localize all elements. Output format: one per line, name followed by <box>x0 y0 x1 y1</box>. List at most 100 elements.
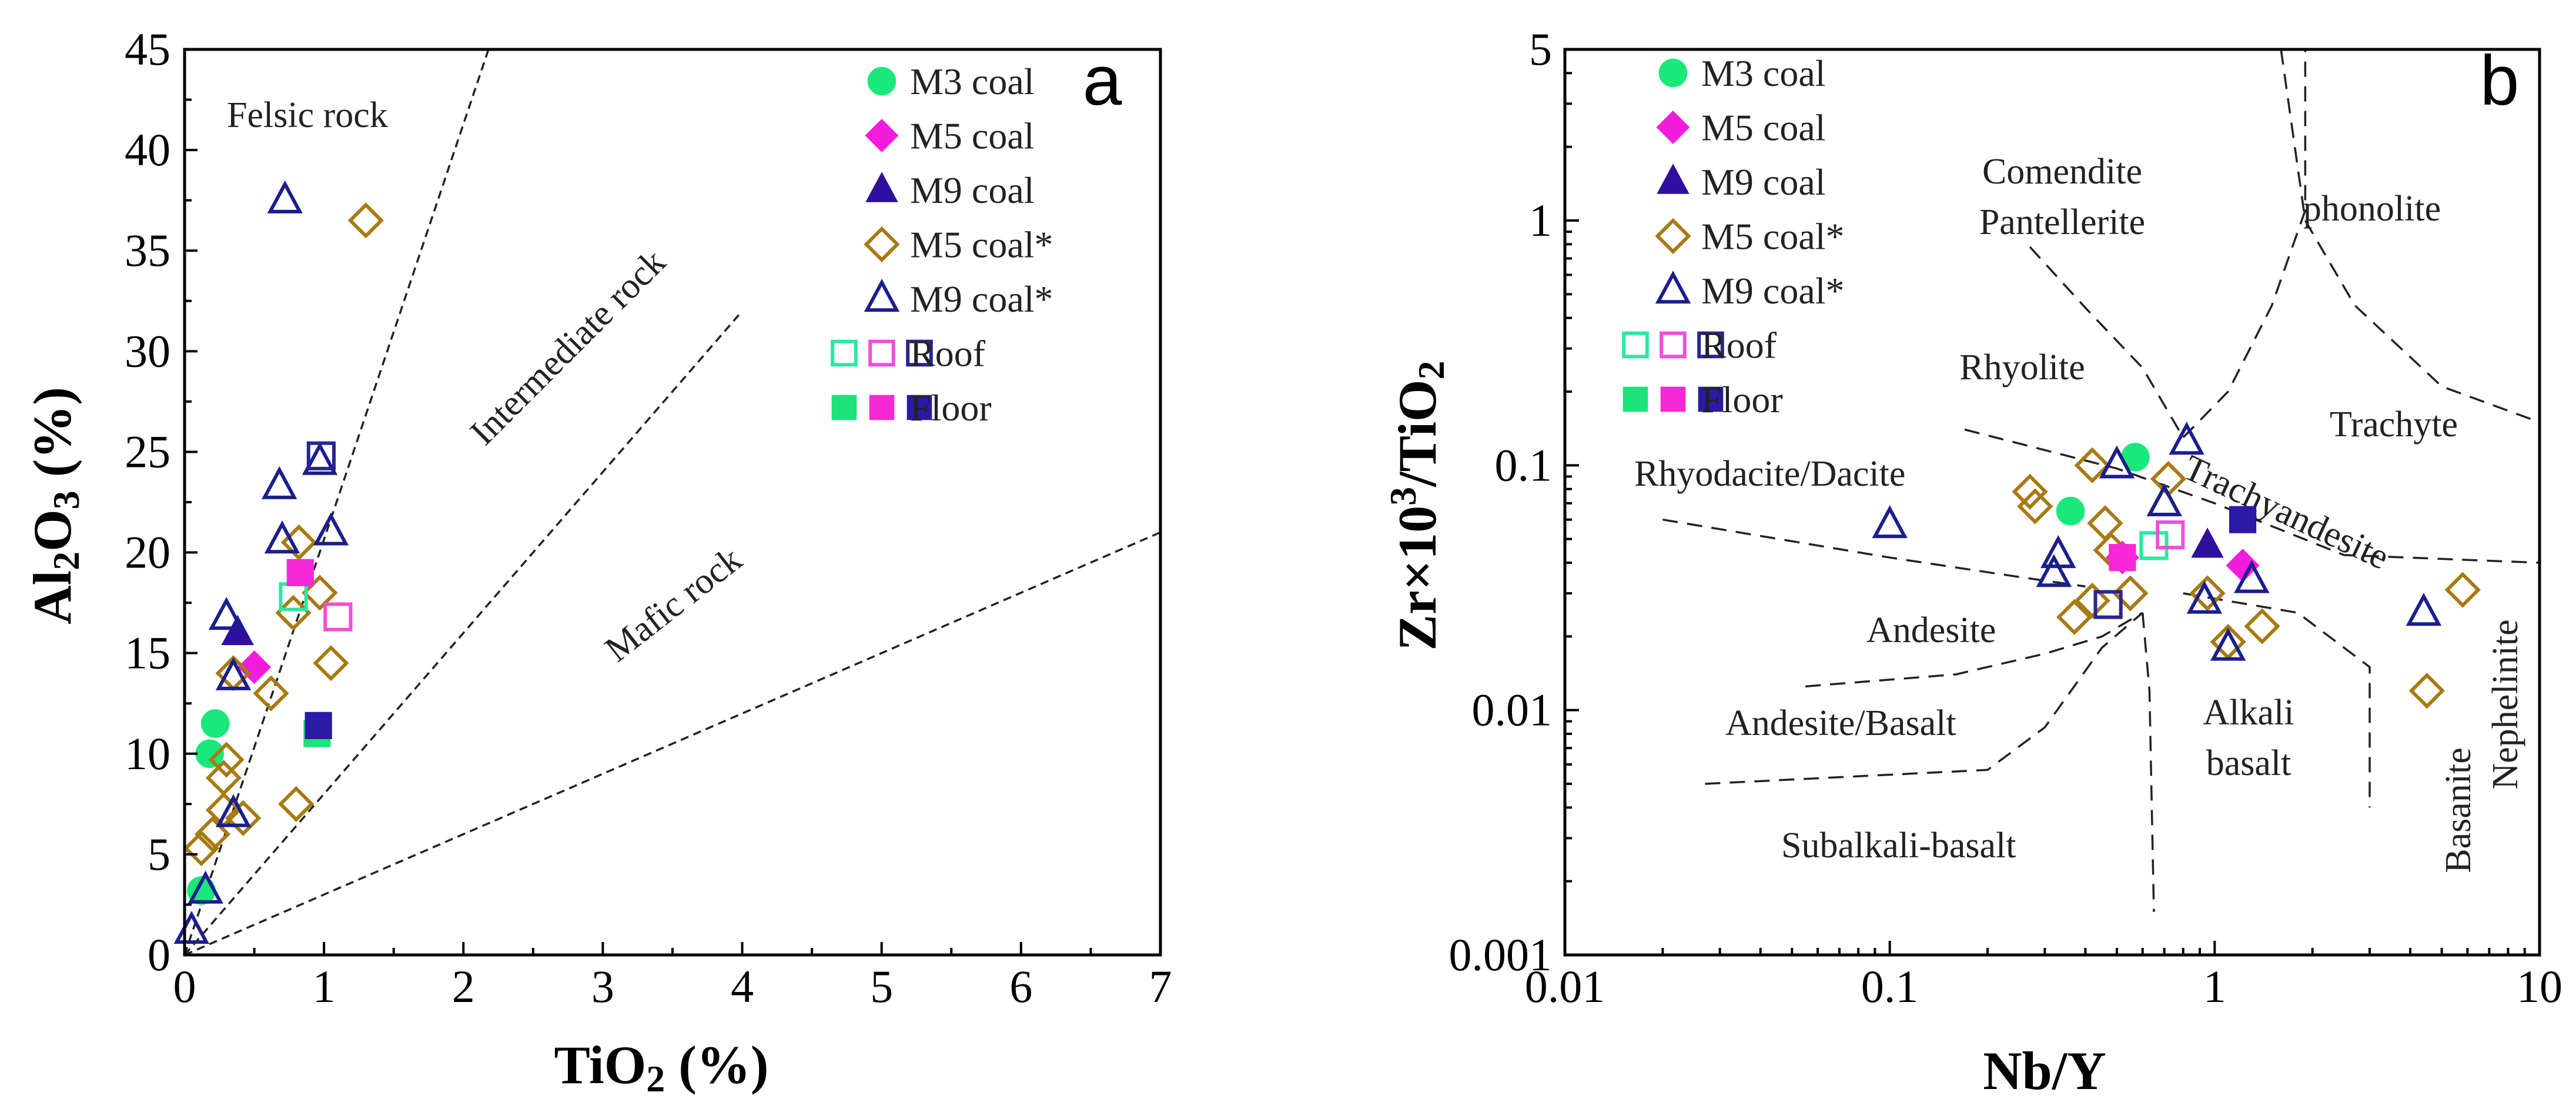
panel-a-x-tick-label: 3 <box>591 961 614 1012</box>
panel-a-y-tick-label: 40 <box>125 124 170 175</box>
panel-a-legend-marker-m3 <box>867 66 896 96</box>
panel-a-x-tick-label: 6 <box>1009 961 1032 1012</box>
panel-a-boundary-intermediate-mafic <box>185 310 743 955</box>
panel-a-legend-marker-roof_m5 <box>868 339 895 367</box>
panel-b-legend-label: M9 coal <box>1701 161 1826 203</box>
panel-a-x-tick-label: 4 <box>731 961 754 1012</box>
panel-b-boundary-comendite-left <box>2029 246 2184 438</box>
panel-a-x-tick-label: 1 <box>313 961 336 1012</box>
panel-a-legend-marker-roof_m3 <box>831 339 858 367</box>
panel-a-legend-label: M3 coal <box>910 61 1035 102</box>
panel-b-region-alkali: Alkali <box>2203 693 2294 733</box>
panel-a-point-m5star <box>278 786 315 822</box>
panel-b-legend-label: M9 coal* <box>1701 270 1845 312</box>
panel-b-legend-marker-m3 <box>1658 58 1688 88</box>
panel-b-legend-marker-floor_m5 <box>1660 386 1686 412</box>
panel-b-point-m9star <box>2146 483 2182 517</box>
panel-b-point-m9star <box>2406 593 2442 626</box>
panel-b-y-tick-label: 5 <box>1529 24 1552 75</box>
panel-a-point-m9star <box>302 442 338 475</box>
panel-a-point-m9star <box>262 466 297 499</box>
panel-b-point-m9star <box>2210 627 2246 661</box>
panel-b-y-tick-label: 0.01 <box>1472 684 1553 736</box>
panel-a-legend-marker-floor_m9 <box>906 395 932 420</box>
panel-b-point-floor <box>2109 544 2136 572</box>
panel-b-boundary-rhyolite-lower <box>1964 428 2540 564</box>
panel-a-legend-marker-floor_m5 <box>869 395 895 420</box>
panel-b-boundary-comendite-right <box>2182 49 2307 439</box>
panel-b-point-roof <box>2139 531 2169 560</box>
panel-b-region-phonolite: phonolite <box>2303 189 2441 229</box>
panel-b-region-andesite-basalt: Andesite/Basalt <box>1725 703 1956 743</box>
panel-a-point-m5star <box>302 574 338 611</box>
panel-b-point-m5star <box>2112 575 2149 612</box>
panel-a-legend-marker-m9 <box>865 172 898 202</box>
panel-b-point-m9star <box>2186 580 2223 614</box>
panel-a-point-m9star <box>208 597 245 630</box>
panel-b-y-tick-label: 0.001 <box>1449 929 1553 980</box>
panel-b-legend-label: M3 coal <box>1701 52 1826 94</box>
panel-a-boundary-lines <box>185 49 1160 955</box>
panel-b-region-pantellerite: Pantellerite <box>1979 202 2145 242</box>
panel-a-boundary-felsic-intermediate <box>185 49 490 955</box>
panel-b-region-andesite: Andesite <box>1866 610 1996 650</box>
panel-a-point-floor <box>305 712 332 739</box>
panel-a-point-m9star <box>313 512 349 546</box>
panel-a-point-roof <box>306 441 336 470</box>
panel-b-region-rhyodacite: Rhyodacite/Dacite <box>1634 454 1905 494</box>
panel-a-legend-label: M5 coal <box>910 115 1035 157</box>
panel-b-point-m5star <box>2017 488 2053 525</box>
panel-a-point-m9star <box>267 180 303 213</box>
panel-b-legend-label: Floor <box>1701 379 1783 420</box>
panel-a-legend: M3 coal M5 coal M9 coal M5 coal* M9 coal* Roo… <box>831 61 1053 429</box>
panel-b-region-alkali-basalt: basalt <box>2206 743 2291 783</box>
panel-a-x-tick-label: 5 <box>870 961 893 1012</box>
panel-b-region-subalkali-basalt: Subalkali-basalt <box>1781 826 2016 866</box>
panel-a-y-tick-label: 35 <box>125 225 170 276</box>
panel-b-point-m9 <box>2191 527 2224 558</box>
panel-a-point-m5star <box>208 741 245 778</box>
panel-b-legend-label: Roof <box>1701 325 1777 366</box>
panel-b-region-comendite: Comendite <box>1982 152 2142 192</box>
panel-a-legend-marker-m5 <box>865 118 899 153</box>
panel-a-point-m9star <box>173 911 210 944</box>
panel-a-y-tick-label: 15 <box>125 627 170 679</box>
panel-b-point-roof <box>2156 520 2185 550</box>
panel-b-point-m9star <box>2234 560 2270 593</box>
panel-b-y-axis-title: Zr×103/TiO2 <box>1382 360 1452 650</box>
panel-a-x-tick-label: 2 <box>452 961 475 1012</box>
panel-a-y-tick-label: 30 <box>125 325 170 376</box>
panel-b-point-m9star <box>2099 445 2135 479</box>
panel-b-region-basanite: Basanite <box>2438 747 2478 873</box>
panel-a-y-tick-label: 45 <box>125 24 170 75</box>
panel-b-x-axis-title: Nb/Y <box>1983 1041 2106 1101</box>
panel-a-legend-label: Floor <box>910 387 992 429</box>
panel-b-point-m9star <box>1872 505 1908 539</box>
panel-b-y-tick-label: 1 <box>1529 195 1552 246</box>
panel-b-point-m5star <box>2074 582 2110 619</box>
panel-a-x-tick-label: 7 <box>1149 961 1172 1012</box>
panel-a-y-tick-label: 0 <box>148 929 170 980</box>
panel-b-points <box>1872 422 2481 709</box>
panel-b-region-trachyte: Trachyte <box>2330 405 2458 445</box>
panel-b-x-tick-label: 0.01 <box>1525 961 1605 1012</box>
panel-b-legend-marker-m9star <box>1655 270 1691 304</box>
panel-b-boundary-andesite-basalt-lower <box>1705 612 2143 785</box>
panel-a-y-tick-label: 5 <box>148 829 170 880</box>
panel-a-region-label-intermediate: Intermediate rock <box>463 242 673 452</box>
panel-b-region-rhyolite: Rhyolite <box>1959 348 2085 388</box>
panel-a-point-m9star <box>188 870 223 904</box>
panel-b-point-m5star <box>2074 447 2110 483</box>
panel-b-region-nephelinite: Nephelinite <box>2485 619 2525 789</box>
panel-b-legend-marker-m5 <box>1656 110 1690 145</box>
panel-a-points <box>173 180 384 944</box>
panel-b-point-m9star <box>2036 554 2072 587</box>
panel-a-x-axis-title: TiO2 (%) <box>554 1035 768 1100</box>
panel-b-legend-marker-floor_m3 <box>1622 386 1648 412</box>
panel-b-legend-marker-m9 <box>1657 163 1690 194</box>
panel-a-y-tick-label: 20 <box>125 527 170 578</box>
panel-a-point-m5 <box>237 650 272 684</box>
panel-b-x-tick-label: 10 <box>2517 961 2562 1012</box>
panel-b-point-m5star <box>2087 505 2123 542</box>
